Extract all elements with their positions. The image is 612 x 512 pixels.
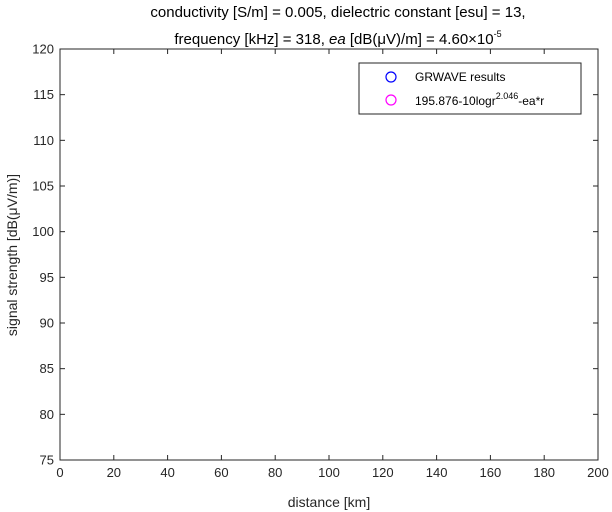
y-tick-label: 75 [40,453,54,468]
legend-model-prefix: 195.876-10logr [415,94,496,108]
y-tick-label: 120 [32,42,54,57]
title-line2-prefix: frequency [kHz] = 318, [174,31,329,48]
y-tick-label: 85 [40,361,54,376]
y-tick-label: 105 [32,179,54,194]
legend-model-exponent: 2.046 [496,91,519,101]
y-tick-label: 90 [40,316,54,331]
legend-marker-grwave [385,71,397,83]
legend-model-suffix: -ea*r [518,94,544,108]
legend-box [358,62,582,115]
x-tick-label: 140 [426,465,448,480]
title-line2-suffix: [dB(μV)/m] = 4.60×10 [346,31,494,48]
legend-label-grwave: GRWAVE results [415,70,505,84]
x-tick-label: 120 [372,465,394,480]
title-line2-ea: ea [329,31,346,48]
x-tick-label: 200 [587,465,609,480]
x-tick-label: 100 [318,465,340,480]
x-axis-label: distance [km] [288,494,370,510]
y-axis-label: signal strength [dB(μV/m)] [4,174,20,336]
x-tick-label: 0 [56,465,63,480]
legend: GRWAVE results 195.876-10logr2.046-ea*r [358,62,582,115]
chart-title-line2: frequency [kHz] = 318, ea [dB(μV)/m] = 4… [174,29,501,48]
legend-label-model: 195.876-10logr2.046-ea*r [415,91,544,108]
legend-marker-model [385,94,397,106]
x-tick-label: 160 [480,465,502,480]
x-tick-label: 60 [214,465,228,480]
x-tick-label: 20 [107,465,121,480]
y-tick-label: 80 [40,407,54,422]
x-tick-label: 80 [268,465,282,480]
y-axis-ticks: 75 80 85 90 95 100 105 110 115 120 [32,42,598,468]
plot-area [59,48,599,461]
x-tick-label: 180 [533,465,555,480]
x-tick-label: 40 [160,465,174,480]
y-tick-label: 95 [40,270,54,285]
x-axis-ticks: 0 20 40 60 80 100 120 140 160 180 200 [56,49,609,480]
title-line2-exponent: -5 [494,29,502,39]
chart-title-line1: conductivity [S/m] = 0.005, dielectric c… [150,4,525,21]
y-tick-label: 115 [33,87,54,102]
y-tick-label: 100 [32,224,54,239]
y-tick-label: 110 [33,133,54,148]
